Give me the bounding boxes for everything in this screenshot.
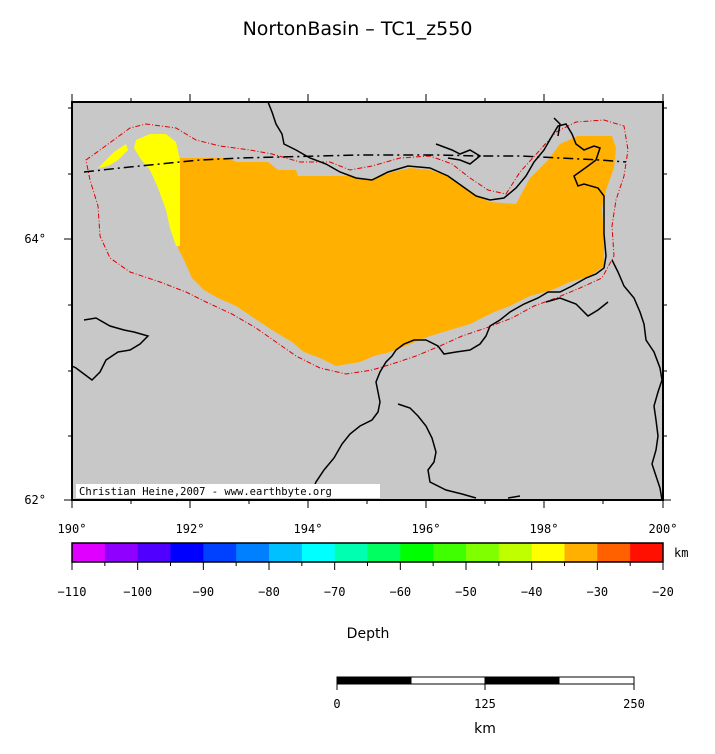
lon-tick-marks [71,94,664,508]
colorbar-swatch [400,543,434,562]
colorbar-ticks: −110 −100 −90 −80 −70 −60 −50 −40 −30 −20 [58,562,674,599]
scale-tick-label: 250 [623,697,645,711]
credit-box [76,484,380,498]
colorbar-swatch [301,543,336,562]
colorbar-tick-label: −80 [258,585,280,599]
colorbar-tick-label: −70 [324,585,346,599]
basin-edge-region [98,134,180,246]
colorbar-tick-label: −60 [389,585,411,599]
colorbar-swatch [236,543,270,562]
lon-tick-label: 194° [294,522,323,536]
colorbar-swatch [203,543,237,562]
colorbar-swatch [498,543,533,562]
scale-bar [336,676,635,690]
colorbar-swatch [72,543,106,562]
colorbar-swatch [170,543,204,562]
lon-tick-label: 200° [649,522,678,536]
colorbar-unit: km [674,546,688,560]
coastlines [71,101,663,501]
colorbar-tick-label: −110 [58,585,87,599]
colorbar-swatch [466,543,500,562]
lon-tick-label: 190° [58,522,87,536]
credit-text: Christian Heine,2007 - www.earthbyte.org [79,486,332,498]
lon-tick-labels: 190° 192° 194° 196° 198° 200° [58,522,678,536]
boundary-line [83,154,627,173]
lat-tick-label: 62° [24,493,46,507]
colorbar-swatch [630,543,664,562]
colorbar-tick-label: −100 [123,585,152,599]
lon-tick-label: 198° [530,522,559,536]
colorbar-tick-label: −50 [455,585,477,599]
lon-tick-label: 196° [412,522,441,536]
colorbar-swatch [367,543,401,562]
colorbar-tick-label: −20 [652,585,674,599]
colorbar-swatch [564,543,598,562]
colorbar-label: Depth [347,626,390,642]
scale-unit: km [474,721,496,737]
lat-tick-marks [64,107,671,501]
colorbar-tick-label: −40 [521,585,543,599]
colorbar-swatch [597,543,631,562]
colorbar [72,543,664,562]
scale-tick-label: 125 [474,697,496,711]
scale-tick-label: 0 [333,697,340,711]
lat-tick-labels: 62° 64° [24,232,46,507]
map-title: NortonBasin – TC1_z550 [242,18,473,40]
colorbar-swatch [334,543,368,562]
colorbar-tick-label: −90 [192,585,214,599]
basin-outline [85,119,629,375]
colorbar-swatch [531,543,565,562]
colorbar-tick-label: −30 [586,585,608,599]
colorbar-swatch [433,543,467,562]
basin-region [178,136,616,366]
colorbar-swatch [269,543,303,562]
colorbar-swatch [104,543,139,562]
colorbar-swatch [137,543,171,562]
lat-tick-label: 64° [24,232,46,246]
lon-tick-label: 192° [176,522,205,536]
